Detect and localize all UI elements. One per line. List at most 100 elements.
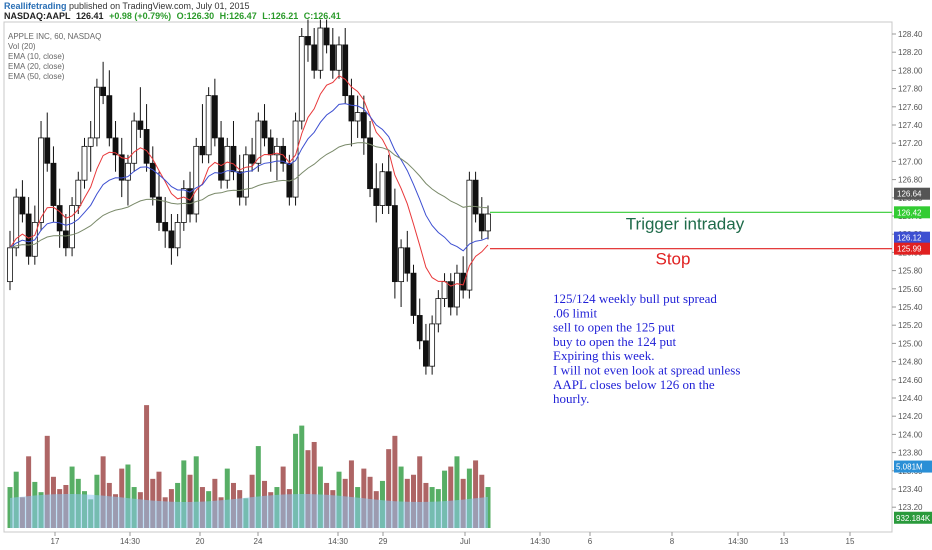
candle-down [118, 154, 125, 181]
volume-bar [224, 468, 230, 528]
volume-bar [156, 471, 162, 528]
candle-up [87, 137, 94, 147]
candle-down [348, 95, 355, 122]
time-tick-label: 13 [780, 537, 789, 546]
price-badge-label: 125.99 [897, 245, 922, 254]
volume-bar [466, 468, 472, 528]
volume-bar [398, 466, 404, 528]
volume-bar [454, 456, 460, 528]
candle-down [410, 272, 417, 316]
volume-bar [100, 456, 106, 528]
high-value: H:126.47 [219, 11, 257, 21]
candle-down [50, 162, 57, 206]
pane-label-volume: Vol (20) [8, 42, 36, 51]
candle-down [323, 27, 330, 46]
candle-up [454, 272, 460, 308]
price-tick-label: 127.80 [898, 85, 923, 94]
price-tick-label: 125.40 [898, 303, 923, 312]
price-badge [894, 242, 930, 255]
candle-up [485, 213, 491, 232]
volume-bar [187, 474, 193, 528]
close-value: C:126.41 [303, 11, 341, 21]
volume-bar [442, 470, 448, 528]
candle-down [168, 230, 175, 249]
candle-down [311, 44, 318, 71]
time-tick-label: Jul [460, 537, 470, 546]
volume-bar [411, 474, 417, 528]
symbol-line: NASDAQ:AAPL 126.41 +0.98 (+0.79%) O:126.… [4, 11, 344, 21]
price-tick-label: 127.20 [898, 139, 923, 148]
candle-up [336, 44, 342, 71]
candle-up [441, 281, 448, 299]
trigger-label: Trigger intraday [626, 214, 745, 233]
candle-up [379, 171, 386, 206]
volume-bar [392, 435, 398, 528]
price-badge-label: 126.42 [897, 208, 922, 217]
price-badge [894, 206, 930, 219]
time-tick-label: 20 [196, 537, 205, 546]
volume-bar [305, 450, 311, 528]
candle-up [435, 298, 442, 325]
candle-down [261, 120, 268, 139]
volume-bar [417, 456, 423, 528]
price-change: +0.98 (+0.79%) [109, 11, 172, 21]
ema50-line [9, 142, 489, 249]
candle-down [367, 137, 373, 190]
volume-average-area [10, 494, 488, 528]
price-tick-label: 124.00 [898, 430, 923, 439]
volume-badge-label: 5.081M [896, 463, 923, 472]
candle-up [180, 188, 187, 223]
price-tick-label: 123.80 [898, 449, 923, 458]
volume-bar [125, 464, 131, 528]
candle-down [460, 272, 467, 291]
publisher-link[interactable]: Reallifetrading [4, 1, 67, 11]
price-tick-label: 125.00 [898, 339, 923, 348]
candle-down [149, 162, 156, 198]
plot-area [3, 21, 893, 533]
pane-label-ema50: EMA (50, close) [8, 72, 65, 81]
candle-down [156, 196, 162, 223]
candle-down [100, 86, 107, 97]
volume-bar [26, 456, 32, 528]
price-tick-label: 125.60 [898, 285, 923, 294]
candle-down [447, 281, 454, 308]
volume-bar [44, 435, 50, 528]
volume-bar [386, 449, 392, 528]
candle-up [7, 247, 13, 283]
candle-down [62, 230, 69, 249]
volume-bar [255, 446, 261, 528]
note-line: I will not even look at spread unless [553, 363, 740, 378]
note-line: sell to open the 125 put [553, 320, 675, 335]
pane-label-symbol: APPLE INC, 60, NASDAQ [8, 32, 102, 41]
candle-down [19, 196, 26, 215]
note-line: Expiring this week. [553, 348, 654, 363]
volume-bar [193, 456, 199, 528]
price-tick-label: 128.40 [898, 30, 923, 39]
candle-down [137, 120, 144, 130]
time-tick-label: 14:30 [328, 537, 349, 546]
candle-up [131, 120, 138, 164]
note-line: hourly. [553, 391, 589, 406]
price-tick-label: 124.60 [898, 376, 923, 385]
price-tick-label: 128.00 [898, 66, 923, 75]
price-badge [894, 187, 930, 200]
candle-up [174, 222, 181, 249]
candle-up [94, 86, 100, 139]
price-badge [894, 231, 930, 244]
volume-bar [473, 460, 479, 528]
time-tick-label: 14:30 [530, 537, 551, 546]
candle-down [230, 145, 237, 173]
candle-down [187, 188, 193, 215]
time-tick-label: 8 [670, 537, 675, 546]
note-line: buy to open the 124 put [553, 334, 677, 349]
candle-up [125, 162, 131, 181]
price-tick-label: 124.80 [898, 358, 923, 367]
price-tick-label: 125.80 [898, 267, 923, 276]
price-tick-label: 128.20 [898, 48, 923, 57]
note-line: .06 limit [553, 305, 597, 320]
time-tick-label: 14:30 [120, 537, 141, 546]
time-tick-label: 17 [51, 537, 60, 546]
candle-down [305, 36, 311, 46]
price-badge-label: 126.12 [897, 234, 922, 243]
